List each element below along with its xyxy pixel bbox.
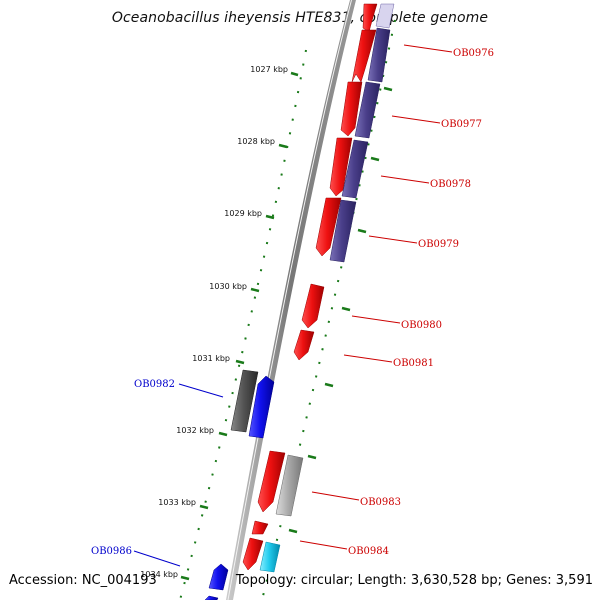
gene-label[interactable]: OB0979 <box>418 239 459 250</box>
outer-tick <box>383 86 393 92</box>
gene-arrow[interactable] <box>251 520 269 535</box>
genome-title: Oceanobacillus iheyensis HTE831, complet… <box>111 10 489 26</box>
outer-ticks <box>288 86 393 534</box>
gene-arrow[interactable] <box>259 541 281 573</box>
callout-line <box>380 175 430 184</box>
tick-label: 1030 kbp <box>209 282 247 291</box>
tick-label: 1028 kbp <box>237 137 275 146</box>
callout-line <box>311 491 360 501</box>
outer-tick <box>357 228 367 234</box>
major-tick <box>218 431 228 437</box>
gene-label[interactable]: OB0983 <box>360 497 401 508</box>
gene-block[interactable] <box>367 27 391 83</box>
gene-block[interactable] <box>329 199 357 263</box>
reverse-genes <box>204 375 281 600</box>
major-tick <box>290 71 299 77</box>
callout-line <box>178 383 224 398</box>
genome-backbone-highlight <box>227 0 352 600</box>
gene-label[interactable]: OB0984 <box>348 546 389 557</box>
gene-label[interactable]: OB0986 <box>91 546 132 557</box>
gene-label[interactable]: OB0976 <box>453 48 494 59</box>
gene-label[interactable]: OB0978 <box>430 179 471 190</box>
major-tick <box>199 504 209 510</box>
major-tick <box>278 143 288 149</box>
major-tick <box>265 214 275 220</box>
tick-label: 1033 kbp <box>158 498 196 507</box>
tick-labels: 1027 kbp 1028 kbp 1029 kbp 1030 kbp 1031… <box>140 65 288 579</box>
gene-arrow[interactable] <box>340 81 363 137</box>
gene-arrow[interactable] <box>242 537 264 571</box>
outer-tick <box>288 528 298 534</box>
gene-label[interactable]: OB0981 <box>393 358 434 369</box>
gene-arrow[interactable] <box>248 375 275 439</box>
other-genes <box>329 3 395 263</box>
major-tick <box>180 575 190 581</box>
gene-arrow[interactable] <box>315 197 342 257</box>
gene-labels: OB0976 OB0977 OB0978 OB0979 OB0980 OB098… <box>91 48 494 557</box>
gene-arrow[interactable] <box>329 137 353 197</box>
tick-label: 1029 kbp <box>224 209 262 218</box>
callout-line <box>343 354 393 363</box>
forward-genes <box>242 3 378 571</box>
scale-track-inner <box>179 49 307 600</box>
callout-line <box>368 235 418 244</box>
genome-summary-text: Topology: circular; Length: 3,630,528 bp… <box>235 573 593 588</box>
major-tick <box>235 359 245 365</box>
tick-label: 1034 kbp <box>140 570 178 579</box>
outer-tick <box>341 306 351 312</box>
gene-arrow[interactable] <box>301 283 325 329</box>
gene-label[interactable]: OB0977 <box>441 119 482 130</box>
gene-arrow[interactable] <box>208 563 229 591</box>
tick-label: 1031 kbp <box>192 354 230 363</box>
gene-block[interactable] <box>230 369 259 433</box>
gene-arrow[interactable] <box>257 450 286 513</box>
gene-block[interactable] <box>341 139 369 199</box>
major-tick <box>250 287 260 293</box>
gene-block[interactable] <box>375 3 395 29</box>
gene-label[interactable]: OB0980 <box>401 320 442 331</box>
outer-tick <box>307 454 317 460</box>
callout-lines <box>133 44 453 567</box>
gray-genes <box>230 369 304 517</box>
genome-backbone <box>226 0 356 600</box>
gene-block[interactable] <box>275 454 304 517</box>
callout-line <box>391 115 441 124</box>
callout-line <box>133 550 181 567</box>
outer-tick <box>324 382 334 388</box>
tick-label: 1027 kbp <box>250 65 288 74</box>
gene-arrow[interactable] <box>351 29 377 83</box>
gene-arrow[interactable] <box>293 329 315 361</box>
major-ticks <box>180 71 299 581</box>
accession-text: Accession: NC_004193 <box>9 573 157 588</box>
gene-arrow[interactable] <box>362 3 378 33</box>
callout-line <box>403 44 453 53</box>
callout-line <box>299 540 348 550</box>
gene-block[interactable] <box>354 81 381 139</box>
outer-tick <box>370 156 380 162</box>
gene-label[interactable]: OB0982 <box>134 379 175 390</box>
gene-arrow[interactable] <box>204 595 219 600</box>
tick-label: 1032 kbp <box>176 426 214 435</box>
callout-line <box>351 315 401 324</box>
